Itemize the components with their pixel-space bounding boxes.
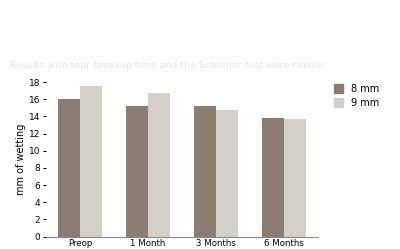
Bar — [126, 106, 148, 237]
Bar — [262, 118, 284, 237]
Text: 8 mm vs. 9 mm flap diameter: 8 mm vs. 9 mm flap diameter — [10, 32, 205, 45]
Bar — [194, 106, 216, 237]
Legend: 8 mm, 9 mm: 8 mm, 9 mm — [334, 84, 380, 108]
Y-axis label: mm of wetting: mm of wetting — [16, 124, 26, 195]
Text: Figure 6. Schirmer test: Figure 6. Schirmer test — [10, 7, 164, 21]
Text: Results with tear breakup time and the Schirmer test were similar.: Results with tear breakup time and the S… — [10, 61, 326, 70]
Bar — [148, 93, 170, 237]
Bar — [284, 119, 306, 237]
Bar — [216, 110, 238, 237]
Bar — [80, 86, 102, 237]
Bar — [58, 99, 80, 237]
